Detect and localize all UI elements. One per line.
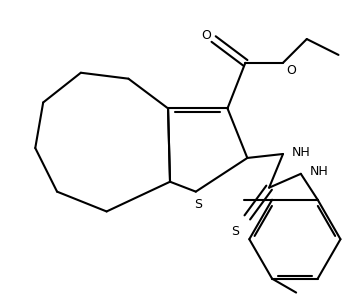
Text: O: O (201, 28, 211, 42)
Text: S: S (194, 198, 202, 211)
Text: NH: NH (291, 146, 310, 159)
Text: O: O (286, 64, 296, 77)
Text: S: S (231, 225, 239, 238)
Text: NH: NH (309, 165, 328, 178)
